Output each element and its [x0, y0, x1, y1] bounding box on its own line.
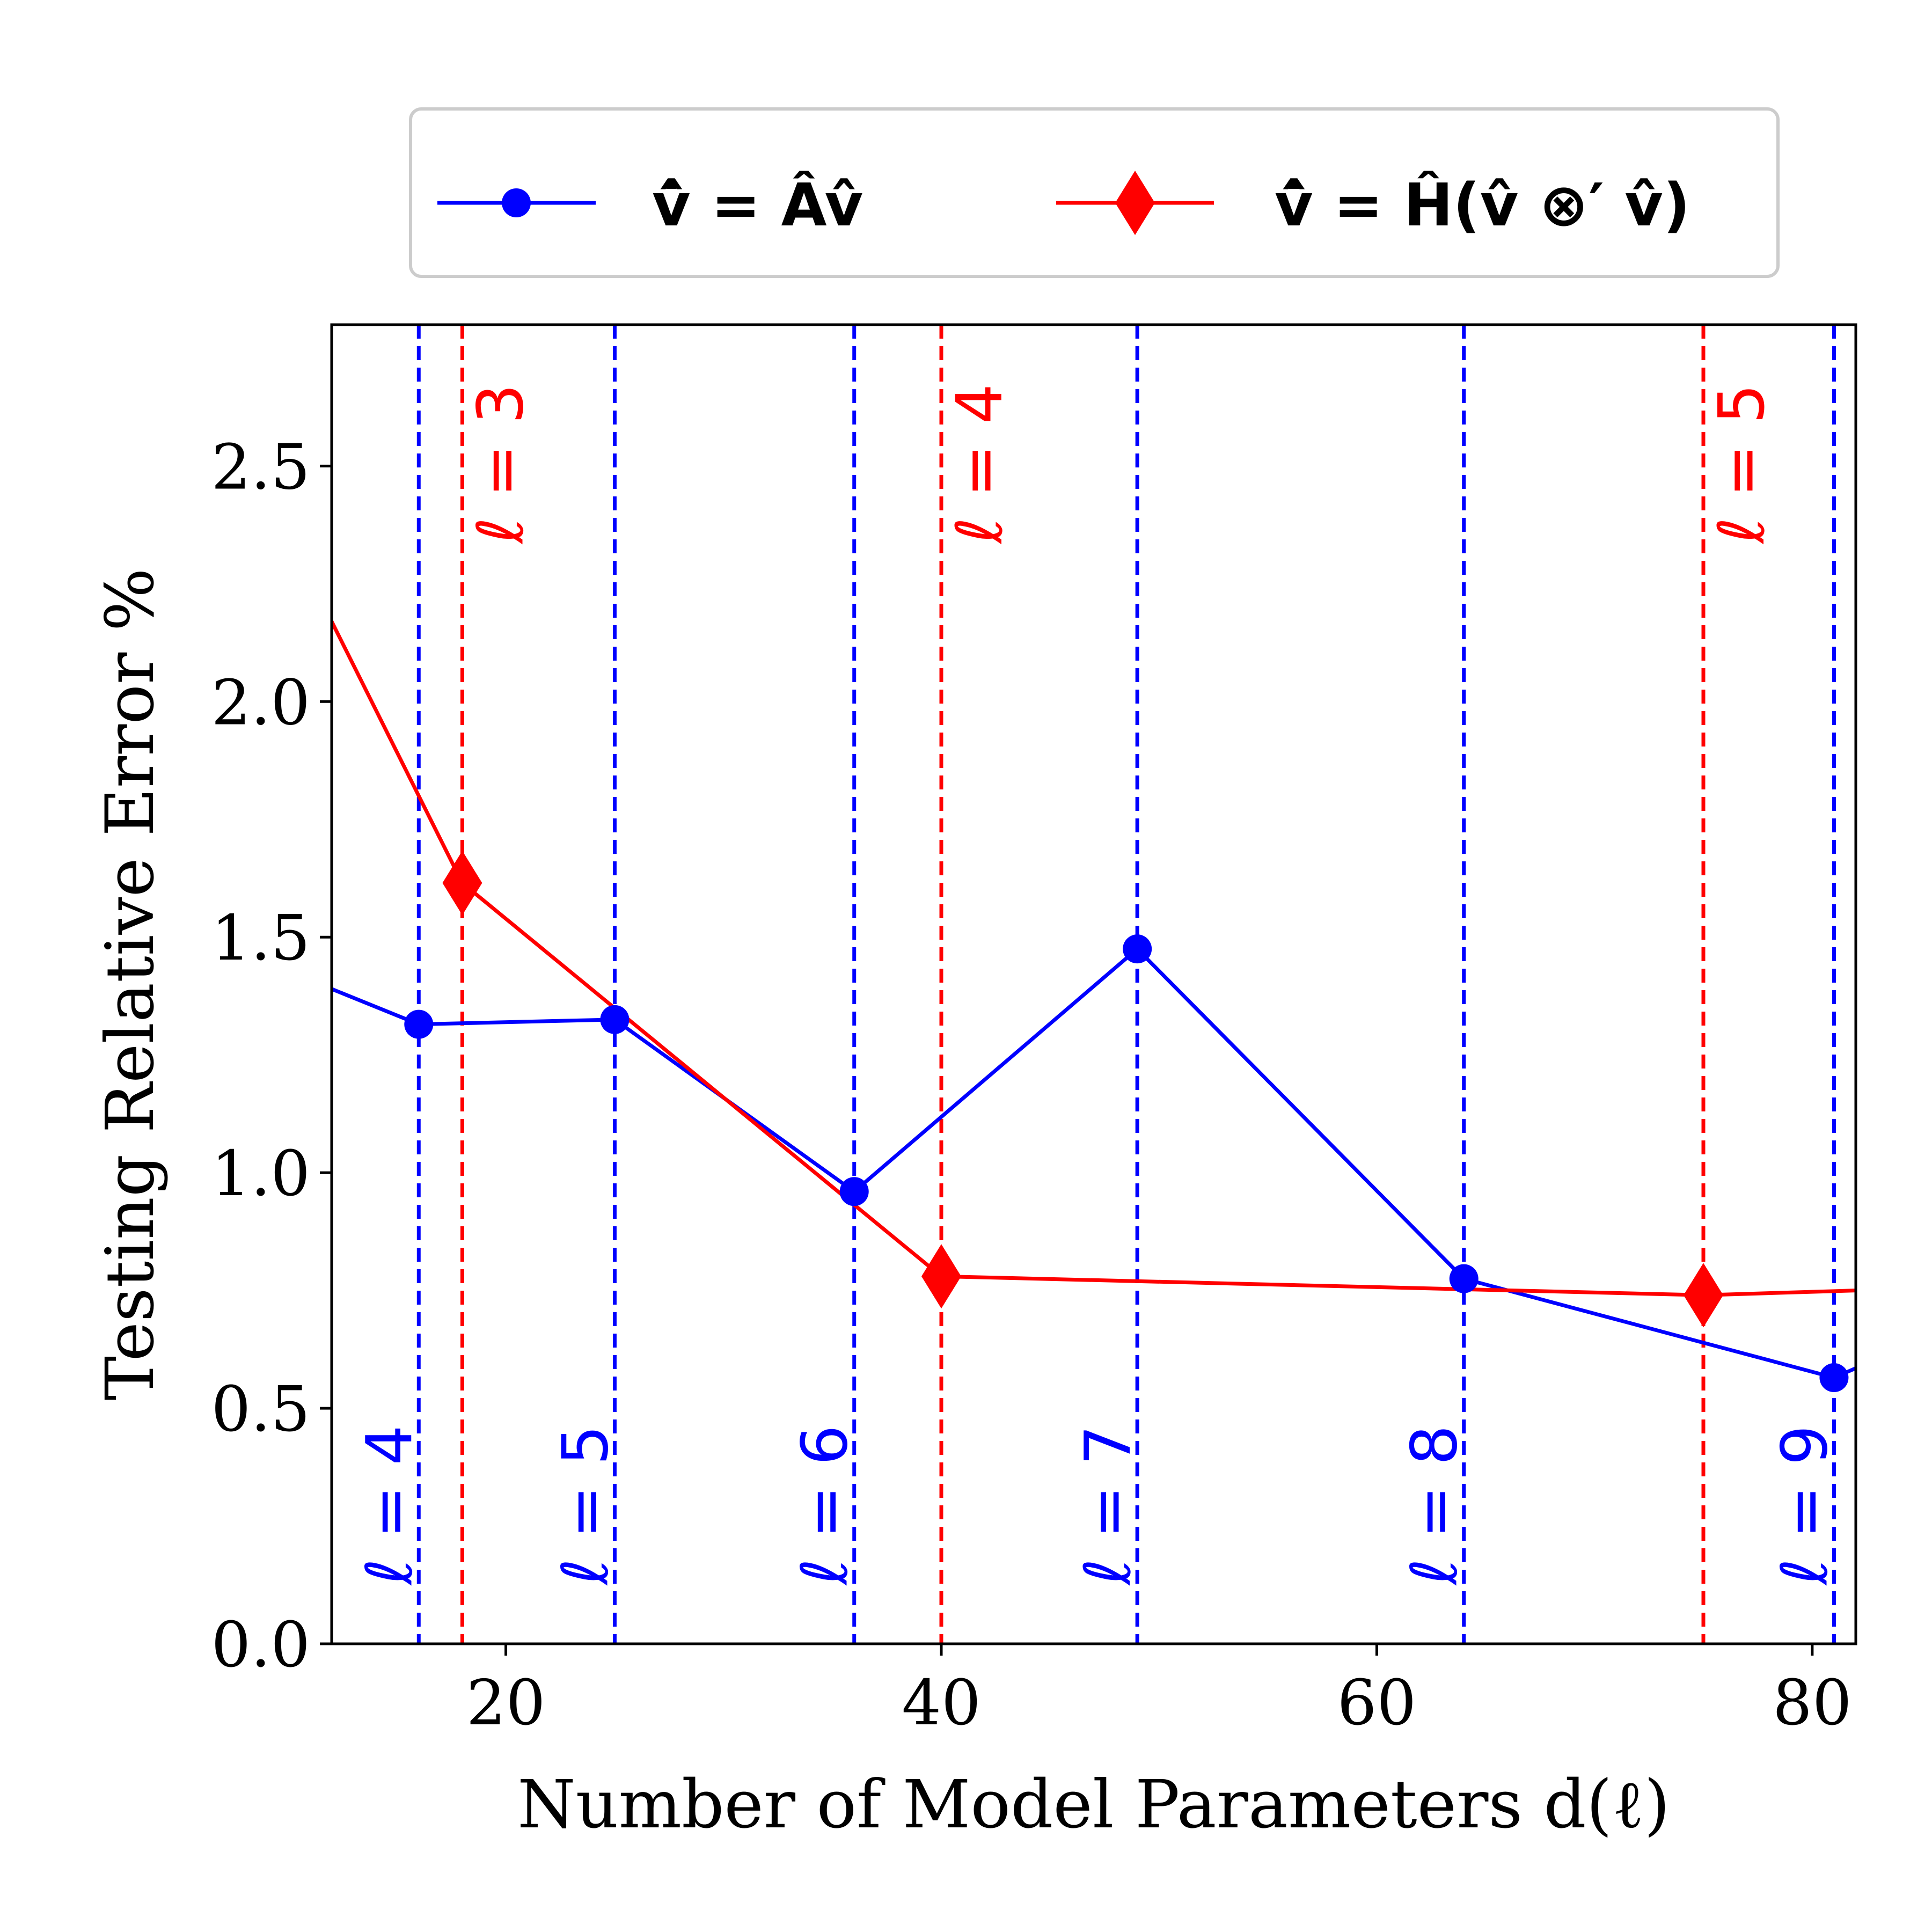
y-tick-label-1: 0.5: [211, 1373, 310, 1446]
data-point-circle-6: [1819, 1363, 1849, 1393]
data-point-circle-2: [600, 1005, 630, 1034]
x-axis-title: Number of Model Parameters d(ℓ): [517, 1766, 1670, 1843]
data-point-diamond-2: [921, 1244, 961, 1309]
x-tick-label-2: 60: [1337, 1667, 1417, 1739]
y-axis: 0.0 0.5 1.0 1.5 2.0 2.5: [211, 431, 332, 1681]
vline-label-8: ℓ = 5: [1704, 384, 1779, 545]
vline-label-5: ℓ = 9: [1767, 1425, 1841, 1586]
y-tick-label-4: 2.0: [211, 667, 310, 739]
legend-label-quadratic: v̂̇ = Ĥ(v̂ ⊗′ v̂): [1275, 170, 1690, 239]
y-axis-title: Testing Relative Error %: [92, 568, 169, 1400]
plot-frame: [330, 323, 1857, 1645]
x-tick-label-1: 40: [902, 1667, 981, 1739]
legend-marker-diamond: [1115, 171, 1155, 235]
legend-label-linear: v̂̇ = Âv̂: [652, 170, 863, 239]
reference-lines: [416, 325, 1836, 1644]
y-tick-label-3: 1.5: [211, 902, 310, 975]
vline-label-3: ℓ = 7: [1071, 1425, 1145, 1586]
data-point-diamond-1: [442, 851, 482, 916]
vline-label-6: ℓ = 3: [463, 384, 537, 545]
y-tick-label-5: 2.5: [211, 431, 310, 503]
data-point-circle-5: [1449, 1264, 1479, 1293]
data-point-circle-4: [1123, 934, 1152, 964]
data-point-circle-1: [404, 1009, 434, 1039]
series-markers: [404, 851, 1849, 1393]
vline-label-0: ℓ = 4: [352, 1425, 426, 1586]
legend-frame: [409, 107, 1780, 278]
legend-marker-circle: [502, 188, 531, 217]
vline-label-4: ℓ = 8: [1397, 1425, 1472, 1586]
reference-line-labels: ℓ = 4 ℓ = 5 ℓ = 6 ℓ = 7 ℓ = 8 ℓ = 9 ℓ = 3 ℓ = 4…: [352, 384, 1841, 1586]
legend-entry-quadratic: v̂̇ = Ĥ(v̂ ⊗′ v̂): [1056, 170, 1690, 239]
data-point-diamond-3: [1684, 1263, 1723, 1328]
y-tick-label-0: 0.0: [211, 1609, 310, 1681]
series-line-0: [332, 947, 1856, 1380]
y-tick-label-2: 1.0: [211, 1138, 310, 1210]
legend: v̂̇ = Âv̂ v̂̇ = Ĥ(v̂ ⊗′ v̂): [409, 107, 1780, 278]
x-tick-label-3: 80: [1773, 1667, 1852, 1739]
x-tick-label-0: 20: [466, 1667, 546, 1739]
x-axis: 20 40 60 80: [466, 1644, 1852, 1739]
vline-label-7: ℓ = 4: [942, 384, 1016, 545]
vline-label-1: ℓ = 5: [548, 1425, 622, 1586]
legend-entry-linear: v̂̇ = Âv̂: [437, 170, 863, 239]
vline-label-2: ℓ = 6: [788, 1425, 862, 1586]
data-point-circle-3: [839, 1177, 869, 1206]
